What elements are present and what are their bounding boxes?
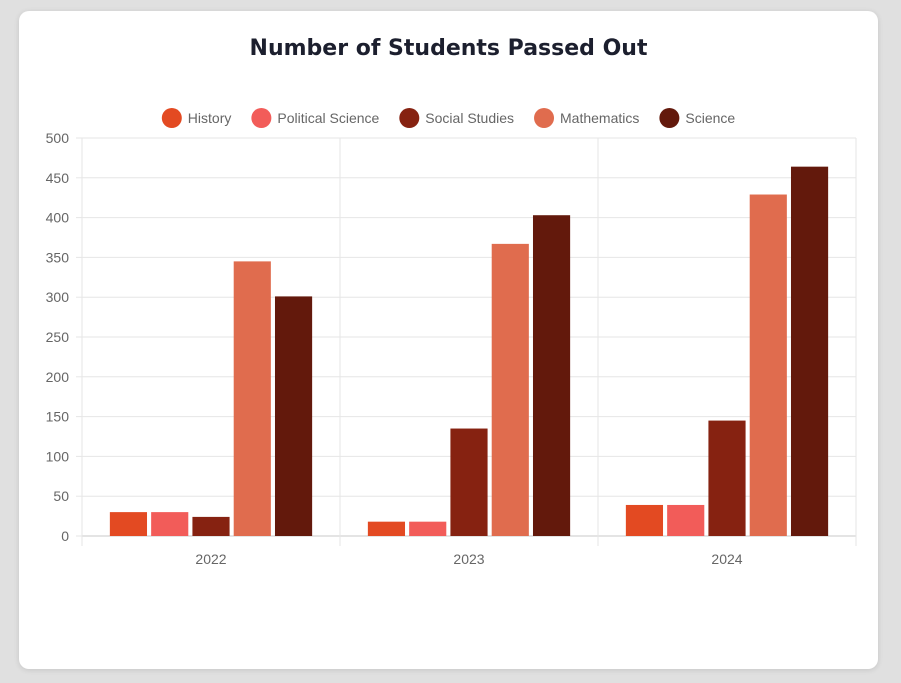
x-tick-label: 2024 (711, 551, 742, 567)
legend-label: History (188, 110, 232, 126)
y-tick-label: 450 (46, 170, 70, 186)
y-tick-label: 200 (46, 369, 70, 385)
legend-swatch (534, 108, 555, 128)
legend-label: Political Science (277, 110, 379, 126)
bar-history-2022 (109, 512, 148, 536)
legend-item: History (161, 108, 232, 128)
legend-swatch (399, 108, 420, 128)
y-tick-label: 150 (46, 409, 70, 425)
x-tick-label: 2022 (195, 551, 226, 567)
bars (109, 166, 829, 537)
legend-label: Mathematics (560, 110, 639, 126)
axes: 0 50 100 150 200 250 300 350 400 450 500 2022 2023 20… (46, 130, 743, 567)
legend-swatch (659, 108, 680, 128)
bar-mathematics-2024 (749, 194, 787, 537)
bar-political-science-2024 (667, 504, 705, 536)
x-tick-label: 2023 (453, 551, 484, 567)
bar-science-2023 (532, 215, 571, 536)
legend-label: Science (685, 110, 735, 126)
y-tick-label: 350 (46, 249, 70, 265)
bar-political-science-2022 (151, 512, 189, 536)
chart-title: Number of Students Passed Out (249, 36, 648, 61)
y-tick-label: 50 (53, 488, 69, 504)
legend-swatch (161, 108, 182, 128)
y-tick-label: 0 (61, 528, 69, 544)
bar-science-2022 (274, 296, 313, 536)
bar-political-science-2023 (409, 521, 447, 536)
bar-science-2024 (790, 166, 829, 536)
y-tick-label: 400 (46, 210, 70, 226)
bar-social-studies-2024 (708, 420, 746, 536)
legend-swatch (251, 108, 272, 128)
bar-history-2023 (367, 521, 406, 536)
legend-label: Social Studies (425, 110, 514, 126)
chart-card: Number of Students Passed Out 0 50 100 150 2… (19, 11, 878, 669)
bar-history-2024 (625, 504, 664, 536)
bar-social-studies-2022 (192, 516, 230, 536)
y-tick-label: 300 (46, 289, 70, 305)
legend-item: Social Studies (399, 108, 514, 128)
legend: History Political Science Social Studies Ma… (161, 108, 735, 128)
y-tick-label: 500 (46, 130, 70, 146)
bar-mathematics-2022 (233, 261, 271, 536)
legend-item: Mathematics (534, 108, 639, 128)
legend-item: Science (659, 108, 735, 128)
bar-social-studies-2023 (450, 428, 488, 536)
y-tick-label: 250 (46, 329, 70, 345)
y-tick-label: 100 (46, 448, 70, 464)
legend-item: Political Science (251, 108, 380, 128)
bar-chart: 0 50 100 150 200 250 300 350 400 450 500 2022 2023 20… (46, 108, 857, 567)
bar-mathematics-2023 (491, 243, 529, 537)
